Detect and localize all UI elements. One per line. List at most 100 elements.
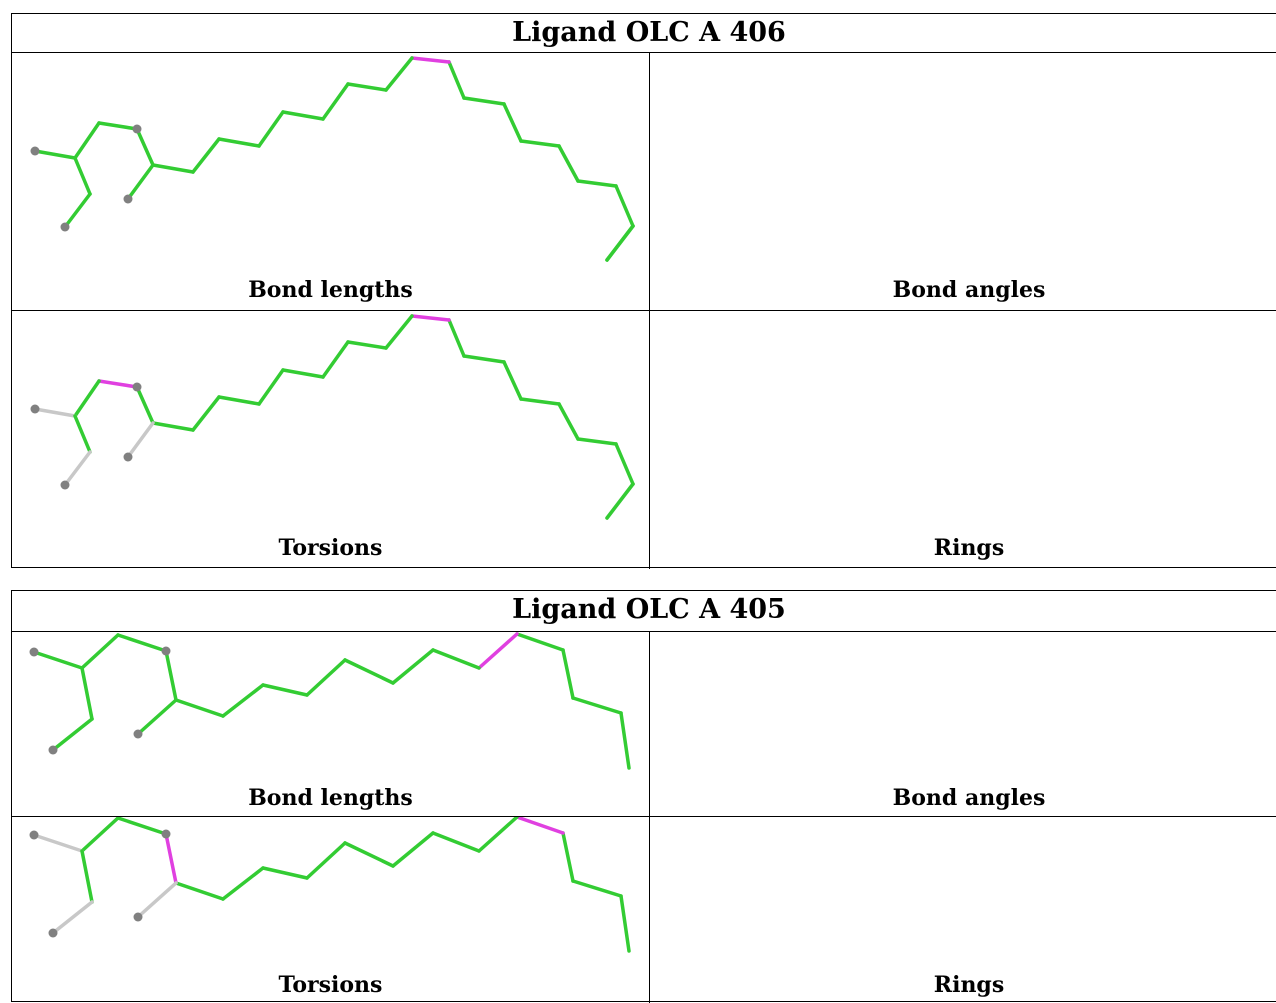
bond xyxy=(431,648,481,670)
atom xyxy=(123,194,133,204)
atom xyxy=(133,912,143,922)
ligand-table-406: Ligand OLC A 406 Bond lengths Bond angle… xyxy=(11,13,1276,569)
divider xyxy=(12,310,1276,311)
bond xyxy=(126,163,155,201)
bond xyxy=(32,833,84,853)
bond xyxy=(343,658,395,685)
bond xyxy=(33,407,77,418)
bond xyxy=(174,698,225,718)
ligand-table-405: Ligand OLC A 405 Bond lengths Bond angle… xyxy=(11,590,1276,1003)
bond xyxy=(116,817,168,836)
atom xyxy=(133,729,143,739)
bond xyxy=(447,318,466,358)
atom xyxy=(60,480,70,490)
bond xyxy=(191,137,221,174)
bond xyxy=(80,817,120,853)
bond xyxy=(51,900,94,935)
bond xyxy=(257,110,285,148)
bond xyxy=(63,450,92,487)
bond xyxy=(281,368,325,379)
bond xyxy=(305,658,347,697)
ligand-title: Ligand OLC A 406 xyxy=(512,17,786,48)
atom xyxy=(60,222,70,232)
bond xyxy=(391,831,435,868)
bond xyxy=(410,56,451,64)
bond xyxy=(576,437,618,446)
bond xyxy=(462,354,506,364)
bond xyxy=(51,717,94,752)
bond xyxy=(346,340,388,350)
bond xyxy=(462,96,506,106)
panel-caption: Torsions xyxy=(278,535,383,561)
bond xyxy=(33,149,77,160)
bond xyxy=(447,60,466,100)
panel-caption: Bond lengths xyxy=(248,277,413,303)
ligand-title: Ligand OLC A 405 xyxy=(512,594,786,625)
bond xyxy=(73,379,101,418)
bond xyxy=(515,632,565,652)
atom xyxy=(48,928,58,938)
atom xyxy=(29,830,39,840)
bond xyxy=(151,421,195,432)
molecule-view xyxy=(29,817,631,953)
bond xyxy=(515,817,565,835)
bond xyxy=(73,121,101,160)
molecule-view xyxy=(650,311,1276,568)
bond xyxy=(174,881,225,901)
bond xyxy=(261,683,309,697)
bond xyxy=(97,121,139,131)
bond xyxy=(391,648,435,685)
bond xyxy=(281,110,325,121)
bond xyxy=(614,184,635,228)
divider xyxy=(649,52,650,569)
bond xyxy=(32,650,84,670)
bond xyxy=(73,414,92,454)
molecule-view xyxy=(30,56,635,262)
bond xyxy=(519,397,561,406)
panel-rings: Rings xyxy=(650,311,1276,568)
bond xyxy=(136,698,178,736)
atom xyxy=(48,745,58,755)
bond xyxy=(561,648,575,700)
panel-caption: Bond angles xyxy=(892,277,1046,303)
bond xyxy=(605,224,635,262)
bond xyxy=(571,879,623,898)
molecule-view xyxy=(650,53,1276,310)
divider xyxy=(649,631,650,1003)
divider xyxy=(12,816,1276,817)
bond xyxy=(136,881,178,919)
atom xyxy=(123,452,133,462)
bond xyxy=(557,402,580,441)
bond xyxy=(619,894,631,953)
panel-caption: Rings xyxy=(933,972,1005,998)
bond xyxy=(221,683,265,718)
panel-bond-angles: Bond angles xyxy=(650,53,1276,310)
bond xyxy=(116,633,168,653)
bond xyxy=(477,632,519,670)
bond xyxy=(557,144,580,183)
atom xyxy=(161,829,171,839)
divider xyxy=(12,631,1276,632)
bond xyxy=(73,156,92,196)
panel-torsions: Torsions xyxy=(12,817,649,1002)
bond xyxy=(605,482,635,520)
bond xyxy=(126,421,155,459)
bond xyxy=(164,832,178,885)
panel-bond-angles: Bond angles xyxy=(650,632,1276,816)
bond xyxy=(321,82,350,121)
bond xyxy=(63,192,92,229)
bond xyxy=(502,102,523,143)
panel-caption: Bond lengths xyxy=(248,785,413,811)
bond xyxy=(97,379,139,389)
panel-bond-lengths: Bond lengths xyxy=(12,53,649,310)
atom xyxy=(132,382,142,392)
bond xyxy=(571,696,623,715)
bond xyxy=(410,314,451,322)
bond xyxy=(431,831,481,853)
bond xyxy=(135,385,155,425)
atom xyxy=(30,146,40,156)
panel-bond-lengths: Bond lengths xyxy=(12,632,649,816)
bond xyxy=(343,841,395,868)
atom xyxy=(29,647,39,657)
bond xyxy=(135,127,155,167)
